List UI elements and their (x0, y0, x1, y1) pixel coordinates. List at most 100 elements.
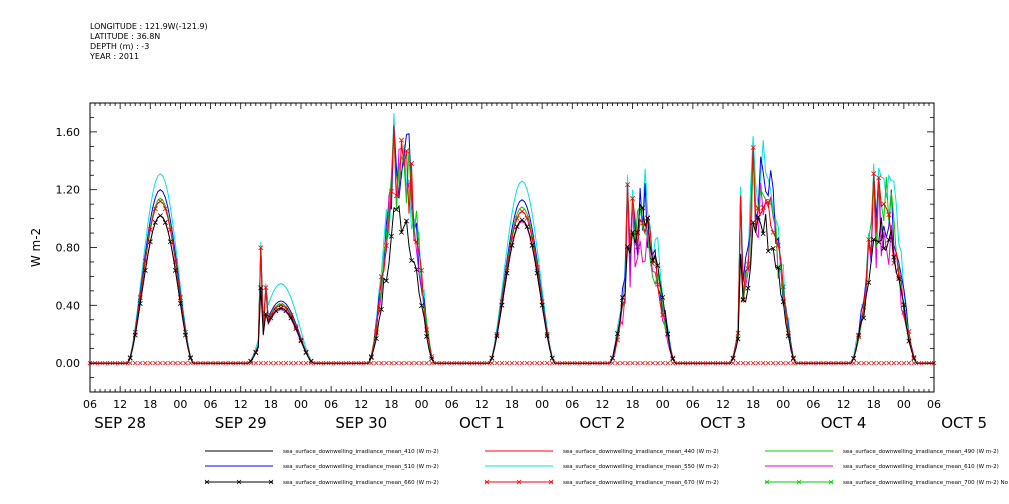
baseline-marker (454, 360, 460, 366)
baseline-marker (213, 360, 218, 366)
series-marker-mean_410 (504, 270, 510, 276)
series-marker-mean_410 (891, 254, 897, 260)
baseline-marker (369, 360, 374, 366)
x-tick-label: 00 (897, 398, 911, 411)
series-marker-mean_410 (655, 262, 661, 268)
longitude-text: LONGITUDE : 121.9W(-121.9) (90, 22, 208, 31)
series-marker-mean_410 (856, 332, 862, 338)
series-marker-mean_410 (293, 326, 299, 332)
baseline-marker (248, 360, 254, 366)
baseline-marker (514, 360, 520, 366)
baseline-marker (921, 360, 927, 366)
series-marker-mean_410 (735, 336, 741, 342)
baseline-marker (353, 360, 359, 366)
baseline-marker (158, 360, 163, 366)
x-tick-label: 12 (354, 398, 368, 411)
baseline-marker (690, 360, 696, 366)
x-tick-label: 00 (173, 398, 187, 411)
series-marker-mean_410 (283, 308, 289, 314)
baseline-marker (539, 360, 545, 366)
baseline-marker (710, 360, 716, 366)
series-marker-mean_410 (866, 279, 872, 285)
series-marker-mean_410 (529, 242, 535, 248)
series-marker-mean_410 (534, 270, 540, 276)
baseline-marker (695, 360, 701, 366)
series-marker-mean_410 (509, 242, 515, 248)
series-marker-mean_443 (886, 212, 892, 218)
series-marker-mean_410 (745, 285, 751, 291)
date-label: OCT 5 (941, 414, 987, 432)
baseline-marker (173, 360, 178, 366)
x-tick-label: 18 (626, 398, 640, 411)
baseline-marker (122, 360, 128, 366)
baseline-marker (489, 360, 495, 366)
baseline-marker (595, 360, 600, 366)
baseline-marker (364, 360, 369, 366)
series-marker-mean_410 (187, 355, 193, 361)
baseline-marker (409, 360, 414, 366)
series-marker-mean_410 (388, 233, 394, 239)
legend-label: sea_surface_downwelling_irradiance_mean_… (283, 464, 439, 470)
series-marker-mean_410 (896, 276, 902, 282)
baseline-marker (635, 360, 640, 366)
series-marker-mean_410 (429, 356, 435, 362)
baseline-marker (831, 360, 836, 366)
series-marker-mean_443 (499, 299, 505, 305)
baseline-marker (283, 360, 289, 366)
x-tick-label: 06 (324, 398, 338, 411)
baseline-marker (253, 360, 259, 366)
baseline-marker (871, 360, 876, 366)
series-marker-mean_410 (785, 333, 791, 339)
x-tick-label: 06 (686, 398, 700, 411)
y-axis-label: W m-2 (29, 228, 43, 267)
series-marker-mean_443 (167, 227, 173, 233)
baseline-marker (379, 360, 384, 366)
baseline-marker (399, 360, 404, 366)
series-marker-mean_410 (263, 311, 269, 317)
series-marker-mean_410 (127, 355, 133, 361)
baseline-marker (570, 360, 575, 366)
baseline-marker (142, 360, 148, 366)
x-tick-label: 00 (415, 398, 429, 411)
date-label: OCT 1 (459, 414, 505, 432)
x-tick-label: 12 (595, 398, 609, 411)
baseline-marker (117, 360, 123, 366)
baseline-marker (328, 360, 334, 366)
baseline-marker (580, 360, 585, 366)
baseline-marker (183, 360, 188, 366)
series-marker-mean_410 (268, 315, 274, 321)
baseline-marker (660, 360, 665, 366)
series-marker-mean_410 (886, 237, 892, 243)
x-tick-label: 06 (927, 398, 941, 411)
series-marker-mean_443 (780, 284, 786, 290)
baseline-marker (655, 360, 660, 366)
x-tick-label: 00 (535, 398, 549, 411)
series-marker-mean_410 (409, 258, 415, 264)
series-marker-mean_410 (906, 338, 912, 344)
series-marker-mean_443 (770, 229, 776, 235)
series-marker-mean_410 (780, 299, 786, 305)
legend-marker (204, 479, 210, 485)
series-marker-mean_410 (760, 231, 766, 237)
series-marker-mean_410 (609, 355, 615, 361)
series-marker-mean_443 (157, 198, 163, 204)
baseline-marker (102, 360, 108, 366)
series-marker-mean_410 (308, 358, 314, 364)
x-tick-label: 18 (867, 398, 881, 411)
baseline-marker (168, 360, 173, 366)
legend-marker (764, 479, 770, 485)
baseline-marker (459, 360, 465, 366)
baseline-marker (846, 360, 851, 366)
series-marker-mean_443 (750, 145, 756, 151)
baseline-marker (374, 360, 379, 366)
series-marker-mean_410 (253, 350, 259, 356)
y-tick-label: 0.80 (56, 242, 81, 255)
baseline-marker (148, 360, 153, 366)
series-marker-mean_443 (524, 215, 530, 221)
baseline-marker (680, 360, 686, 366)
x-tick-label: 18 (143, 398, 157, 411)
x-tick-label: 00 (776, 398, 790, 411)
y-tick-label: 1.60 (56, 126, 81, 139)
baseline-marker (223, 360, 228, 366)
year-text: YEAR : 2011 (90, 52, 140, 61)
